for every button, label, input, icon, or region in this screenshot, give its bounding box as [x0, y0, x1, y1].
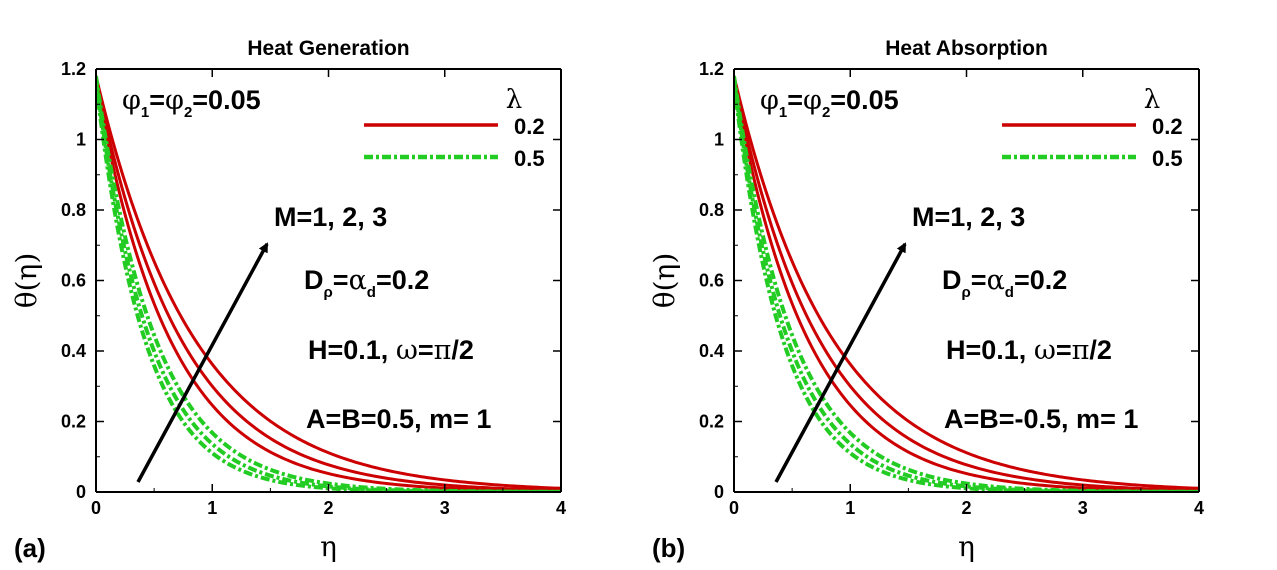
x-tick-label: 2	[323, 498, 333, 518]
y-tick-label: 1	[76, 130, 86, 150]
x-tick-label: 0	[729, 498, 739, 518]
ab-annotation: A=B=-0.5, m= 1	[944, 404, 1138, 434]
chart-panel-b: Heat Absorption 0 1 2 3 4 0 0.2 0.4 0.6 0.8 1 1.2 η θ(…	[648, 37, 1204, 563]
m-arrow-label: M=1, 2, 3	[912, 202, 1025, 232]
y-tick-label: 0.4	[61, 341, 86, 361]
x-tick-label: 4	[556, 498, 566, 518]
rho-subscript: ρ	[324, 284, 333, 301]
omega-symbol: ω	[396, 335, 418, 366]
phi2-symbol: φ	[803, 85, 822, 116]
phi-value: =0.05	[830, 85, 898, 115]
y-tick-label: 0.8	[61, 200, 86, 220]
x-tick-label: 4	[1194, 498, 1204, 518]
x-tick-label: 1	[207, 498, 217, 518]
series-line-02-m3	[734, 75, 1199, 490]
y-tick-label: 1	[714, 130, 724, 150]
y-tick-label: 0.8	[699, 200, 724, 220]
d-equals: =	[971, 265, 987, 295]
y-tick-label: 0.2	[699, 412, 724, 432]
legend-label-0-5: 0.5	[514, 146, 545, 171]
d-value: =0.2	[1014, 265, 1067, 295]
phi1-symbol: φ	[760, 85, 779, 116]
h-text: H=0.1,	[308, 335, 396, 365]
x-tick-label: 0	[91, 498, 101, 518]
x-tick-label: 3	[1078, 498, 1088, 518]
series-line-02-m2	[96, 79, 561, 492]
y-tick-label: 1.2	[61, 59, 86, 79]
legend-label-0-2: 0.2	[1152, 114, 1183, 139]
chart-title: Heat Generation	[247, 37, 409, 60]
alpha-symbol: α	[987, 265, 1005, 296]
y-tick-label: 0.2	[61, 412, 86, 432]
x-axis-label: η	[958, 530, 975, 563]
y-tick-label: 0	[76, 482, 86, 502]
h-omega-annotation: H=0.1, ω=π/2	[308, 335, 474, 366]
d-letter: D	[304, 265, 324, 295]
series-line-02-m1	[734, 82, 1199, 492]
phi2-subscript: 2	[822, 104, 830, 121]
y-axis-label: θ(η)	[648, 253, 681, 308]
m-direction-arrow	[774, 242, 907, 483]
legend-title: λ	[506, 85, 522, 115]
legend-title: λ	[1144, 85, 1160, 115]
ab-annotation: A=B=0.5, m= 1	[306, 404, 491, 434]
panel-label: (a)	[14, 533, 46, 563]
y-tick-label: 0.6	[61, 271, 86, 291]
phi-equals: =	[787, 85, 803, 115]
alpha-subscript: d	[367, 284, 376, 301]
series-line-02-m1	[96, 82, 561, 492]
phi1-subscript: 1	[779, 104, 787, 121]
legend-label-0-2: 0.2	[514, 114, 545, 139]
legend: λ0.2 0.5	[1002, 85, 1183, 171]
alpha-subscript: d	[1005, 284, 1014, 301]
x-tick-label: 2	[961, 498, 971, 518]
y-tick-label: 1.2	[699, 59, 724, 79]
phi2-subscript: 2	[184, 104, 192, 121]
d-value: =0.2	[376, 265, 429, 295]
chart-panel-a: Heat Generation 0 1 2 3 4 0 0.2 0.4 0.6 0.8 1 1.2 η θ(…	[10, 37, 566, 563]
phi-equals: =	[149, 85, 165, 115]
phi1-symbol: φ	[122, 85, 141, 116]
panel-label: (b)	[652, 533, 685, 563]
y-axis-label: θ(η)	[10, 253, 43, 308]
m-arrow-label: M=1, 2, 3	[274, 202, 387, 232]
series-line-02-m2	[734, 79, 1199, 492]
phi2-symbol: φ	[165, 85, 184, 116]
omega-rest: /2	[451, 335, 474, 365]
omega-equals: =	[418, 335, 434, 365]
omega-equals: =	[1056, 335, 1072, 365]
phi-value: =0.05	[192, 85, 260, 115]
pi-symbol: π	[434, 335, 452, 366]
series-line-05-m3	[734, 75, 1199, 492]
y-tick-label: 0.6	[699, 271, 724, 291]
alpha-symbol: α	[349, 265, 367, 296]
x-tick-label: 1	[845, 498, 855, 518]
phi1-subscript: 1	[141, 104, 149, 121]
y-tick-label: 0	[714, 482, 724, 502]
phi-annotation: φ1=φ2=0.05	[122, 85, 261, 121]
d-rho-annotation: Dρ=αd=0.2	[942, 265, 1067, 301]
x-tick-label: 3	[440, 498, 450, 518]
legend: λ0.2 0.5	[364, 85, 545, 171]
d-letter: D	[942, 265, 962, 295]
y-tick-label: 0.4	[699, 341, 724, 361]
omega-symbol: ω	[1034, 335, 1056, 366]
series-line-02-m3	[96, 75, 561, 490]
rho-subscript: ρ	[962, 284, 971, 301]
omega-rest: /2	[1089, 335, 1112, 365]
d-rho-annotation: Dρ=αd=0.2	[304, 265, 429, 301]
h-omega-annotation: H=0.1, ω=π/2	[946, 335, 1112, 366]
pi-symbol: π	[1072, 335, 1090, 366]
phi-annotation: φ1=φ2=0.05	[760, 85, 899, 121]
legend-label-0-5: 0.5	[1152, 146, 1183, 171]
m-direction-arrow	[136, 242, 269, 483]
d-equals: =	[333, 265, 349, 295]
series-line-05-m3	[96, 75, 561, 492]
h-text: H=0.1,	[946, 335, 1034, 365]
chart-title: Heat Absorption	[885, 37, 1048, 60]
x-axis-label: η	[320, 530, 337, 563]
